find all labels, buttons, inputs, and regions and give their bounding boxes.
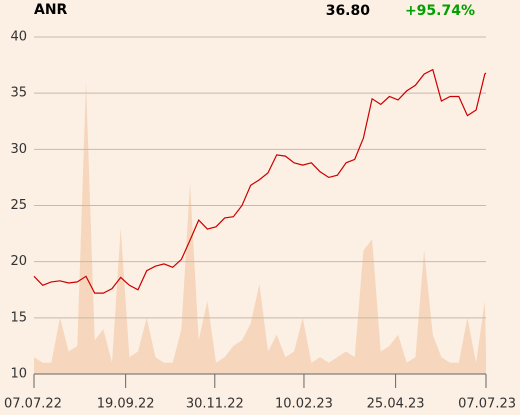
x-tick-label: 25.04.23 (367, 397, 425, 412)
y-tick-label: 30 (10, 142, 27, 157)
x-tick-label: 10.02.23 (275, 397, 333, 412)
last-price: 36.80 (326, 3, 371, 19)
y-tick-label: 40 (10, 30, 27, 45)
x-tick-label: 19.09.22 (97, 397, 155, 412)
volume-area (34, 81, 486, 375)
price-line (33, 68, 487, 294)
y-tick-label: 10 (10, 367, 27, 382)
x-tick-label: 07.07.22 (4, 397, 62, 412)
y-tick-label: 25 (10, 198, 27, 213)
y-tick-label: 15 (10, 310, 27, 325)
y-tick-label: 20 (10, 254, 27, 269)
x-tick-label: 07.07.23 (458, 397, 516, 412)
ticker: ANR (34, 2, 68, 18)
x-tick-label: 30.11.22 (186, 397, 244, 412)
y-tick-label: 35 (10, 86, 27, 101)
change: +95.74% (405, 3, 475, 19)
